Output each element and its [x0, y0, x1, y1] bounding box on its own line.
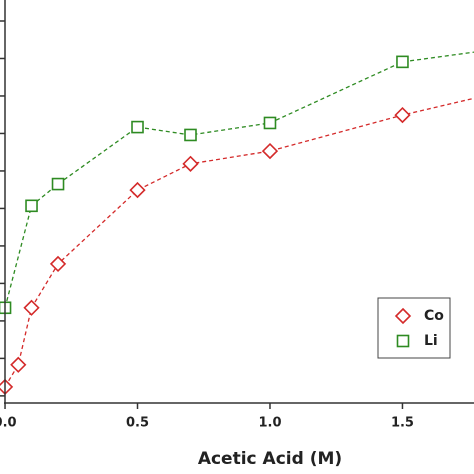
- marker: [129, 181, 146, 199]
- marker: [396, 55, 409, 69]
- x-tick-label: 1.5: [391, 416, 414, 431]
- x-tick-label: 0.5: [126, 416, 149, 431]
- legend-label: Co: [424, 308, 444, 324]
- axes: 0.0 0.5 1.0 1.5: [0, 0, 474, 431]
- legend-label: Li: [424, 333, 438, 349]
- plot-area: [0, 51, 474, 396]
- marker: [263, 116, 277, 130]
- marker: [184, 128, 197, 142]
- x-tick-label: 0.0: [0, 416, 17, 431]
- marker: [10, 356, 27, 373]
- x-axis-label: Acetic Acid (M): [198, 449, 342, 469]
- marker: [394, 307, 412, 325]
- marker: [396, 334, 410, 348]
- marker: [23, 299, 40, 316]
- marker: [394, 106, 411, 124]
- marker: [131, 120, 144, 134]
- series-line: [4, 97, 474, 388]
- marker: [182, 155, 199, 172]
- marker: [49, 255, 67, 273]
- legend-box: [377, 297, 451, 359]
- marker: [25, 199, 38, 213]
- marker: [51, 177, 65, 191]
- marker: [261, 142, 279, 160]
- series-line: [4, 51, 474, 308]
- marker: [0, 378, 14, 396]
- x-tick-label: 1.0: [258, 416, 281, 431]
